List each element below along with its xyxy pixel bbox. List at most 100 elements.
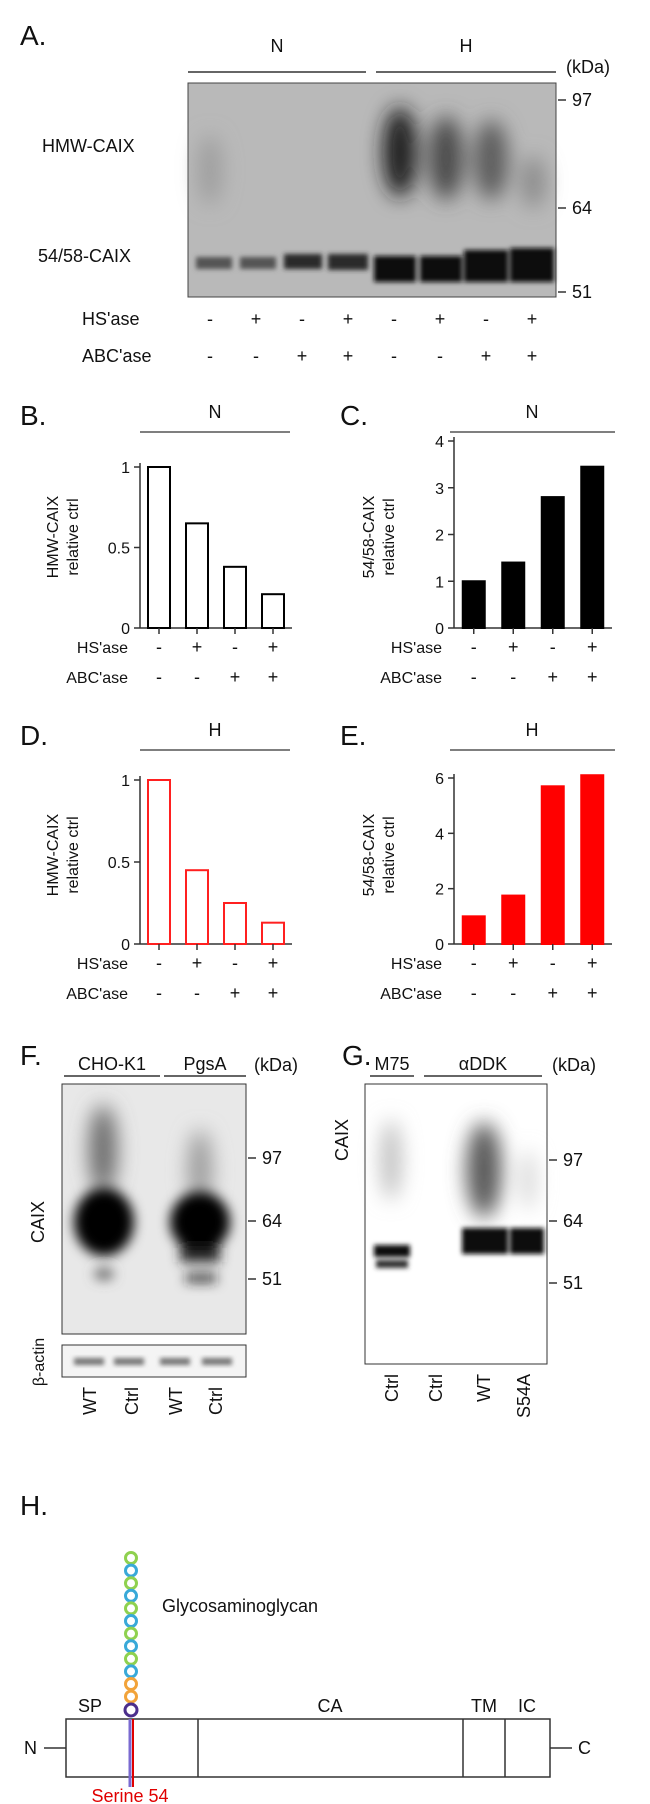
- hsase-label: HS'ase: [82, 309, 139, 329]
- n-terminus: N: [24, 1738, 37, 1758]
- a-abcase-sign: -: [391, 346, 397, 366]
- abcase-sign: -: [471, 983, 477, 1003]
- y-tick-label: 1: [121, 460, 130, 477]
- hsase-row-label: HS'ase: [391, 640, 442, 657]
- abcase-sign: -: [510, 667, 516, 687]
- gag-bead: [124, 1614, 138, 1628]
- domain-ca: CA: [317, 1696, 342, 1716]
- y-tick-label: 6: [435, 771, 444, 788]
- bar-2: [185, 869, 209, 946]
- lane-label: WT: [80, 1387, 100, 1415]
- hmw-smears: [198, 107, 545, 208]
- bar-4: [580, 465, 605, 629]
- b-ylabel-2: relative ctrl: [65, 498, 82, 575]
- hsase-sign: -: [471, 953, 477, 973]
- f-marker-51: 51: [262, 1269, 282, 1289]
- bar-3: [223, 565, 247, 630]
- a-hsase-sign: +: [251, 309, 262, 329]
- a-hsase-signs: - + - + - + - +: [207, 309, 537, 329]
- chart-b: 1 0.5 0 - - + - - + + + HS'ase ABC'ase: [66, 460, 292, 687]
- a-hsase-sign: +: [435, 309, 446, 329]
- bar-3: [540, 496, 565, 629]
- bar-1: [461, 915, 486, 945]
- a-hsase-sign: -: [207, 309, 213, 329]
- abcase-label: ABC'ase: [82, 346, 151, 366]
- group-n-label: N: [271, 36, 284, 56]
- f-lane-labels: WT Ctrl WT Ctrl: [80, 1387, 226, 1415]
- g-lane-labels: Ctrl Ctrl WT S54A: [382, 1374, 534, 1418]
- panel-a: A. N H (kDa) 97: [20, 20, 610, 366]
- chart-d: 1 0.5 0 - - + - - + + + HS'ase ABC'ase: [66, 773, 292, 1003]
- gag-bead: [124, 1601, 138, 1616]
- abcase-sign: -: [156, 983, 162, 1003]
- abcase-sign: +: [268, 667, 279, 687]
- b-group-label: N: [209, 402, 222, 422]
- f-group-chok1: CHO-K1: [78, 1054, 146, 1074]
- hsase-row-label: HS'ase: [391, 956, 442, 973]
- hsase-row-label: HS'ase: [77, 956, 128, 973]
- e-ylabel-1: 54/58-CAIX: [361, 813, 378, 896]
- hsase-sign: -: [232, 953, 238, 973]
- a-hsase-sign: -: [299, 309, 305, 329]
- hsase-sign: -: [156, 637, 162, 657]
- domain-sp: SP: [78, 1696, 102, 1716]
- panel-h-letter: H.: [20, 1490, 48, 1521]
- a-abcase-sign: -: [207, 346, 213, 366]
- g-marker-64: 64: [563, 1211, 583, 1231]
- hsase-sign: +: [508, 637, 519, 657]
- abcase-sign: -: [156, 667, 162, 687]
- g-group-m75: M75: [374, 1054, 409, 1074]
- abcase-sign: -: [471, 667, 477, 687]
- gag-bead: [124, 1664, 138, 1679]
- a-abcase-sign: +: [481, 346, 492, 366]
- panel-b: B. N HMW-CAIX relative ctrl 1 0.5 0 - - + - - + +…: [20, 400, 292, 687]
- panel-g-letter: G.: [342, 1040, 372, 1071]
- caix-protein-bar: [65, 1718, 551, 1778]
- abcase-sign: +: [547, 983, 558, 1003]
- serine-54-label: Serine 54: [91, 1786, 168, 1804]
- c-group-label: N: [526, 402, 539, 422]
- a-abcase-signs: - - + + - - + +: [207, 346, 537, 366]
- y-tick-label: 0: [121, 937, 130, 954]
- hsase-row-label: HS'ase: [77, 640, 128, 657]
- abcase-sign: +: [268, 983, 279, 1003]
- lane-label: Ctrl: [122, 1387, 142, 1415]
- f-beta-actin-label: β-actin: [31, 1338, 48, 1386]
- abcase-sign: +: [587, 667, 598, 687]
- a-hsase-sign: +: [527, 309, 538, 329]
- lane-label: WT: [474, 1374, 494, 1402]
- abcase-row-label: ABC'ase: [66, 670, 128, 687]
- kda-label: (kDa): [566, 57, 610, 77]
- gag-bead: [124, 1563, 138, 1578]
- bar-2: [185, 522, 209, 629]
- e-group-label: H: [526, 720, 539, 740]
- f-marker-97: 97: [262, 1148, 282, 1168]
- domain-ic: IC: [518, 1696, 536, 1716]
- gag-bead: [124, 1651, 138, 1666]
- abcase-sign: +: [547, 667, 558, 687]
- lane-label: S54A: [514, 1374, 534, 1418]
- y-tick-label: 2: [435, 528, 444, 545]
- marker-97: 97: [572, 90, 592, 110]
- y-tick-label: 2: [435, 882, 444, 899]
- panel-b-letter: B.: [20, 400, 46, 431]
- y-tick-label: 1: [121, 773, 130, 790]
- panel-c-letter: C.: [340, 400, 368, 431]
- abcase-sign: -: [194, 667, 200, 687]
- abcase-row-label: ABC'ase: [66, 986, 128, 1003]
- a-abcase-sign: -: [437, 346, 443, 366]
- panel-a-letter: A.: [20, 20, 46, 51]
- group-h-label: H: [460, 36, 473, 56]
- d-ylabel-1: HMW-CAIX: [45, 813, 62, 896]
- panel-d-letter: D.: [20, 720, 48, 751]
- d-ylabel-2: relative ctrl: [65, 816, 82, 893]
- bar-2: [501, 894, 526, 945]
- bar-4: [261, 593, 285, 630]
- gag-bead: [124, 1588, 138, 1603]
- g-caix-label: CAIX: [332, 1119, 352, 1161]
- y-tick-label: 0.5: [108, 855, 130, 872]
- bar-2: [501, 561, 526, 629]
- gag-bead: [124, 1576, 138, 1591]
- gag-bead: [124, 1551, 138, 1565]
- abcase-row-label: ABC'ase: [380, 986, 442, 1003]
